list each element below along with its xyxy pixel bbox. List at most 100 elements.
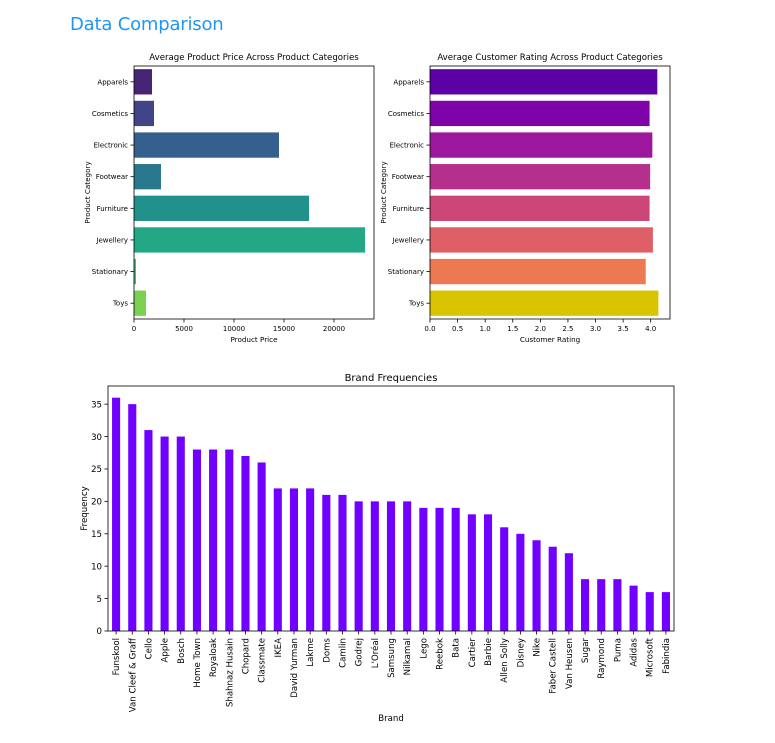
chart-title: Brand Frequencies — [345, 373, 438, 384]
bar — [225, 449, 234, 631]
y-tick-label: Stationary — [92, 268, 128, 276]
bar — [661, 592, 670, 631]
x-tick-label: 0 — [132, 325, 136, 333]
x-tick-label: Van Cleef & Graff — [128, 637, 138, 712]
y-tick-label: 10 — [91, 562, 102, 572]
bar — [112, 397, 121, 631]
bar — [160, 436, 169, 631]
bar — [134, 164, 161, 190]
bar — [500, 527, 509, 631]
x-tick-label: Classmate — [258, 638, 268, 683]
bar — [134, 227, 365, 253]
plot-frame — [133, 65, 375, 320]
bar — [322, 494, 331, 631]
bar — [144, 430, 153, 631]
y-tick-label: Furniture — [393, 205, 424, 213]
y-tick-label: Electronic — [93, 142, 128, 150]
x-tick-label: 1.5 — [507, 325, 518, 333]
x-tick-label: Godrej — [355, 638, 365, 666]
x-tick-label: 3.5 — [618, 325, 629, 333]
plot-frame — [429, 65, 671, 320]
x-tick-label: Microsoft — [646, 637, 656, 677]
bar — [134, 132, 279, 158]
bar — [209, 449, 218, 631]
bar — [532, 540, 541, 631]
bar — [430, 195, 650, 221]
x-tick-label: 3.0 — [590, 325, 601, 333]
y-tick-label: Apparels — [393, 78, 424, 86]
bar — [430, 290, 659, 316]
bar — [134, 258, 136, 285]
y-tick-label: Toys — [112, 300, 129, 308]
x-tick-label: Sugar — [581, 638, 591, 664]
bar — [176, 436, 185, 631]
y-tick-label: Jewellery — [95, 236, 128, 244]
x-tick-label: Home Town — [193, 638, 203, 688]
plot-frame — [107, 385, 675, 632]
chart-title: Average Customer Rating Across Product C… — [437, 53, 663, 63]
bar — [128, 404, 137, 631]
y-tick-label: 5 — [97, 595, 102, 605]
x-axis-label: Customer Rating — [520, 335, 580, 344]
bar — [419, 507, 428, 631]
bar — [134, 290, 146, 316]
y-tick-label: Jewellery — [391, 236, 424, 244]
y-tick-label: 25 — [91, 465, 102, 475]
x-tick-label: Raymond — [597, 638, 607, 679]
x-tick-label: Barbie — [484, 638, 494, 666]
y-axis-label: Frequency — [80, 486, 90, 530]
x-tick-label: Faber Castell — [549, 638, 559, 694]
x-tick-label: 0.5 — [452, 325, 463, 333]
bar — [597, 579, 606, 631]
x-tick-label: Doms — [322, 637, 332, 662]
x-tick-label: Puma — [613, 638, 623, 662]
bar — [451, 507, 460, 631]
bar — [483, 514, 493, 631]
bar — [134, 195, 309, 221]
x-tick-label: Cello — [144, 638, 154, 659]
bar — [430, 227, 653, 253]
y-tick-label: Footwear — [96, 173, 128, 181]
y-tick-label: Cosmetics — [388, 110, 424, 118]
x-tick-label: Allen Solly — [500, 638, 510, 683]
bar — [354, 501, 363, 631]
bar — [273, 488, 282, 631]
x-tick-label: Van Heusen — [565, 638, 575, 689]
bar — [192, 449, 201, 631]
x-tick-label: David Yurman — [290, 638, 300, 698]
x-tick-label: Bosch — [177, 638, 187, 664]
y-tick-label: 0 — [97, 627, 102, 637]
x-tick-label: Lakme — [306, 638, 316, 667]
bar — [257, 462, 266, 631]
x-axis-label: Brand — [378, 714, 404, 724]
bar — [370, 501, 379, 631]
x-tick-label: 2.0 — [535, 325, 546, 333]
bar — [134, 69, 152, 95]
bar — [629, 585, 638, 631]
y-tick-label: 15 — [91, 530, 102, 540]
bar — [403, 501, 412, 631]
bar — [548, 546, 557, 631]
bar — [564, 553, 573, 631]
bar — [581, 579, 590, 631]
x-tick-label: Apple — [161, 638, 171, 662]
bar — [306, 488, 315, 631]
bar — [430, 164, 651, 190]
x-tick-label: Reebok — [436, 638, 446, 670]
bar — [241, 456, 250, 631]
x-tick-label: 4.0 — [645, 325, 656, 333]
y-axis-label: Product Category — [379, 161, 388, 224]
y-axis-label: Product Category — [83, 161, 92, 224]
x-tick-label: L'Oréal — [370, 638, 381, 668]
bar — [338, 494, 347, 631]
x-tick-label: Disney — [516, 638, 526, 667]
x-axis-label: Product Price — [230, 335, 278, 344]
y-tick-label: 30 — [91, 433, 102, 443]
x-tick-label: Adidas — [630, 637, 640, 666]
x-tick-label: 5000 — [175, 325, 193, 333]
x-tick-label: Funskool — [112, 638, 122, 675]
x-tick-label: Camlin — [338, 638, 348, 668]
bar — [435, 507, 444, 631]
y-tick-label: Footwear — [392, 173, 424, 181]
y-tick-label: Cosmetics — [92, 110, 128, 118]
